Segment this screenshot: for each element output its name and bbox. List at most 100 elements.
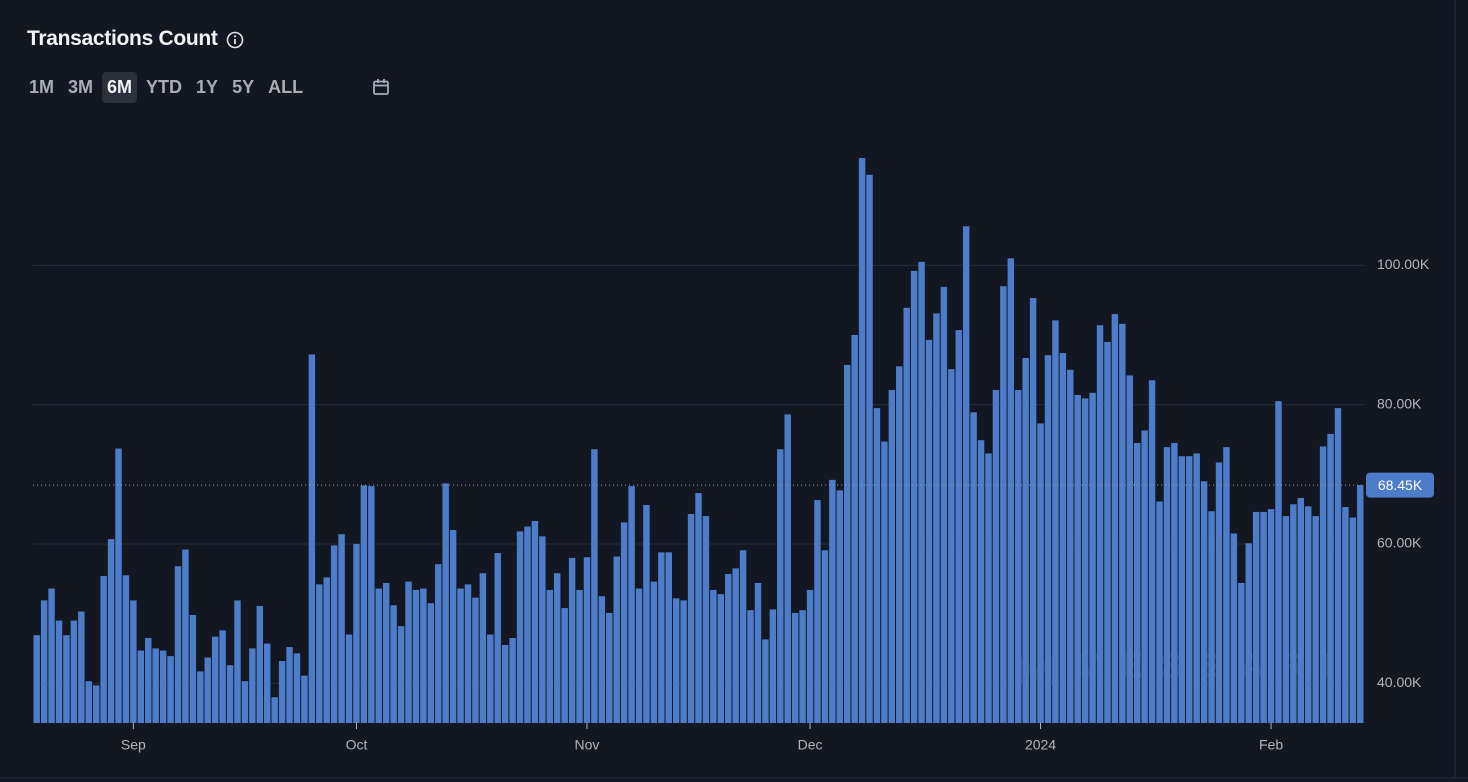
bar: [435, 564, 442, 723]
bar: [1186, 456, 1193, 723]
bar: [524, 526, 531, 723]
y-tick-label: 100.00K: [1377, 256, 1430, 272]
bar: [509, 638, 516, 723]
y-tick-label: 60.00K: [1377, 535, 1422, 551]
bar: [1223, 447, 1230, 723]
bar: [427, 603, 435, 723]
bar: [293, 653, 301, 723]
bar: [197, 671, 204, 723]
bar: [211, 636, 219, 723]
bar: [100, 576, 107, 723]
bar: [174, 566, 182, 723]
bar: [1334, 408, 1342, 723]
x-tick-label: Dec: [798, 737, 823, 753]
watermark: MESSARI: [1075, 647, 1349, 685]
bar: [48, 588, 55, 723]
bar: [1000, 286, 1007, 723]
bar: [1148, 380, 1156, 723]
bar: [494, 553, 501, 723]
bar: [464, 584, 472, 723]
x-tick-label: Oct: [346, 737, 368, 753]
bar: [769, 609, 777, 723]
bar: [1238, 582, 1245, 723]
range-button[interactable]: 1Y: [196, 77, 219, 97]
x-tick-label: Sep: [121, 737, 146, 753]
bar: [226, 665, 234, 723]
bar: [1141, 430, 1148, 723]
bar: [717, 594, 725, 723]
bar: [1067, 369, 1074, 723]
bar: [472, 597, 479, 723]
bar: [271, 697, 278, 723]
bar: [680, 600, 687, 723]
bar: [1357, 485, 1364, 723]
bar: [814, 500, 821, 723]
range-button[interactable]: 3M: [68, 77, 94, 97]
bar: [1349, 517, 1357, 723]
range-button[interactable]: ALL: [268, 77, 304, 97]
bar: [338, 534, 345, 723]
bar: [650, 581, 658, 723]
bar: [1015, 390, 1022, 723]
bar: [1305, 506, 1312, 723]
bar: [985, 453, 992, 723]
bar: [323, 577, 330, 723]
bar: [78, 611, 85, 723]
bar: [561, 608, 568, 723]
bar: [1178, 456, 1186, 723]
bar: [92, 685, 100, 723]
bar: [1089, 392, 1096, 723]
bar: [747, 610, 754, 723]
bar: [702, 516, 710, 723]
bar: [301, 675, 308, 723]
bar: [1230, 533, 1238, 723]
bar: [687, 514, 695, 723]
bar: [1044, 355, 1052, 723]
bar: [1200, 481, 1208, 723]
bar: [836, 490, 843, 723]
bar: [665, 552, 672, 723]
bar: [628, 486, 635, 723]
bar: [851, 334, 858, 723]
bar: [516, 531, 524, 723]
range-button[interactable]: 1M: [29, 77, 55, 97]
bar: [866, 174, 873, 723]
bar: [970, 412, 977, 723]
bar: [903, 307, 910, 723]
range-button[interactable]: 6M: [102, 72, 138, 103]
bar: [390, 605, 397, 723]
bar: [397, 626, 405, 723]
bar: [278, 661, 286, 723]
bar: [940, 286, 948, 723]
range-button[interactable]: 5Y: [232, 77, 255, 97]
bar: [695, 493, 702, 723]
bar: [1156, 501, 1163, 723]
calendar-icon[interactable]: [372, 78, 390, 96]
bar: [1022, 357, 1029, 723]
bar: [1342, 507, 1349, 723]
bar: [308, 354, 316, 723]
bar: [606, 612, 613, 723]
x-tick-label: 2024: [1025, 737, 1056, 753]
info-icon[interactable]: [225, 30, 245, 50]
bar: [568, 557, 576, 723]
bar: [130, 600, 137, 723]
bar: [330, 545, 338, 723]
bar: [33, 635, 40, 723]
bar: [762, 639, 769, 723]
bar: [539, 536, 546, 723]
bar: [1119, 323, 1126, 723]
bar: [829, 479, 836, 723]
range-button[interactable]: YTD: [146, 77, 183, 97]
bar: [598, 596, 606, 723]
bar: [873, 408, 881, 723]
bar: [658, 552, 665, 723]
bar: [375, 588, 382, 723]
bar: [1052, 320, 1059, 723]
bar: [286, 647, 293, 723]
bar: [501, 644, 509, 723]
bar: [732, 568, 739, 723]
bar: [806, 589, 814, 723]
bar: [204, 657, 211, 723]
